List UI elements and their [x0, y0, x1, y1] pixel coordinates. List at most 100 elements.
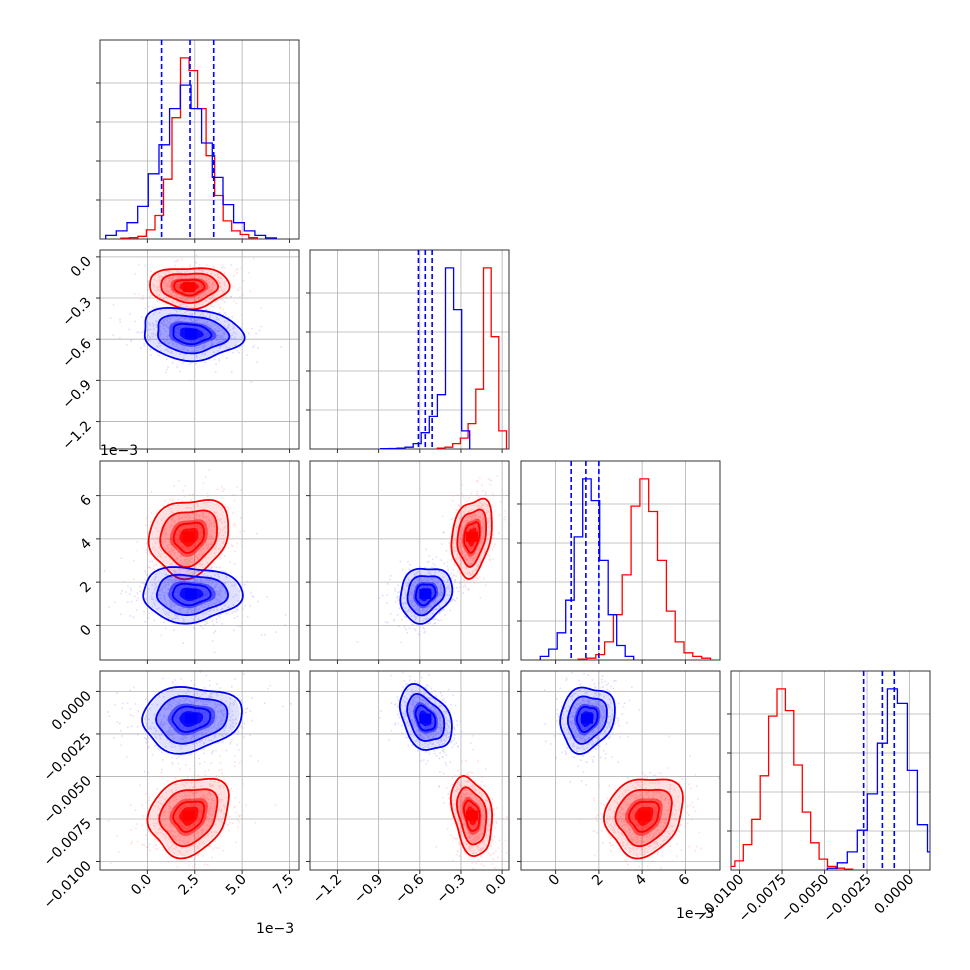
scatter-points [134, 254, 262, 327]
histogram-series-1 [105, 84, 277, 239]
contour-line [155, 695, 229, 745]
x-tick-label-param-2: 4 [632, 871, 650, 889]
contour-line [627, 800, 660, 833]
scatter-series-0-panel-2-1 [435, 475, 507, 610]
panel-frame [99, 39, 300, 240]
contour-line [414, 583, 437, 607]
contour-line [171, 582, 212, 607]
density-series-1-panel-2-0 [142, 566, 244, 625]
panel-frame [520, 670, 721, 871]
scatter-series-0-panel-3-1 [435, 722, 508, 870]
contour-line [456, 508, 488, 568]
panel-0-0 [96, 39, 300, 243]
panel-frame [520, 460, 721, 661]
y-tick-label-param-2: 0 [77, 622, 95, 640]
density-peak [465, 810, 478, 821]
contour-line [158, 788, 219, 848]
histogram-series-1 [380, 267, 471, 449]
panel-3-2 [517, 670, 721, 874]
contour-line [155, 573, 229, 617]
scatter-points [544, 672, 641, 783]
y-tick-label-param-2: 4 [77, 535, 95, 553]
x-tick-label-param-1: −0.3 [433, 872, 468, 907]
density-peak [183, 810, 196, 821]
contour-line [614, 788, 673, 848]
density-series-1-panel-1-0 [143, 306, 246, 363]
contour-line [398, 682, 453, 751]
density-peak [184, 328, 197, 339]
x-tick-label-param-1: −1.2 [310, 872, 345, 907]
contour-line [172, 800, 206, 833]
density-peak [419, 713, 432, 724]
x-tick-label-param-1: −0.6 [392, 871, 427, 906]
density-series-1-panel-2-1 [399, 567, 454, 625]
panel-3-3 [727, 670, 931, 874]
scatter-series-1-panel-1-0 [109, 264, 283, 383]
contour-line [559, 686, 616, 755]
x-tick-label-param-0: 0.0 [128, 872, 155, 899]
histogram-panel-2 [539, 461, 712, 660]
contour-line [147, 498, 230, 581]
contour-line [399, 567, 454, 625]
contour-line [455, 786, 488, 846]
x-tick-label-param-2: 0 [546, 872, 564, 890]
x-tick-label-param-3: 0.0000 [871, 872, 917, 918]
panel-frame [99, 460, 300, 661]
contour-line [160, 272, 220, 304]
y-offset-label-param-1: 1e−3 [100, 443, 138, 459]
contour-line [602, 778, 684, 860]
contour-line [462, 799, 481, 832]
y-tick-label-param-2: 6 [77, 492, 95, 510]
x-tick-label-param-2: 6 [676, 871, 694, 889]
y-tick-label-param-3: 0.0000 [49, 688, 95, 734]
contour-line [159, 509, 218, 569]
histogram-panel-3 [731, 671, 930, 870]
x-offset-label-param-0: 1e−3 [256, 921, 294, 937]
histogram-series-0 [731, 688, 854, 870]
contour-line [171, 705, 212, 733]
histogram-series-1 [539, 478, 635, 660]
density-peak [183, 282, 196, 293]
y-tick-label-param-2: 2 [77, 579, 95, 597]
density-series-1-panel-3-1 [398, 682, 453, 751]
y-tick-label-param-1: −0.3 [59, 295, 94, 330]
contour-line [450, 497, 493, 580]
panel-2-2 [517, 460, 721, 664]
contour-line [406, 692, 446, 743]
y-tick-label-param-1: −0.6 [59, 336, 94, 371]
contour-line [449, 774, 494, 858]
contour-line [406, 575, 446, 617]
x-tick-label-param-0: 7.5 [270, 872, 297, 899]
plot-layer: 0.0 2.5 5.0 7.5 −1.2 −0.9 −0.6 −0.3 0.0 0 2 4 6 −0.01… [41, 39, 931, 926]
panel-1-0 [96, 249, 300, 453]
contour-line [142, 566, 244, 625]
x-offset-label-param-2: 1e−3 [676, 906, 714, 922]
scatter-series-1-panel-2-1 [356, 531, 470, 644]
contour-line [463, 521, 481, 554]
density-series-1-panel-3-2 [559, 686, 616, 755]
contour-line [143, 306, 246, 363]
density-series-0-panel-2-1 [450, 497, 493, 580]
contour-line [173, 278, 206, 297]
contour-line [172, 521, 205, 554]
contour-line [141, 685, 243, 755]
density-peak [419, 589, 432, 600]
density-peak [184, 589, 197, 600]
x-tick-label-param-1: 0.0 [483, 872, 510, 899]
y-tick-label-param-1: 0.0 [68, 253, 95, 280]
scatter-series-1-panel-3-2 [544, 672, 641, 783]
contour-line [414, 704, 437, 732]
panel-1-1 [306, 249, 510, 453]
scatter-points [435, 475, 507, 610]
density-series-0-panel-3-0 [146, 777, 230, 860]
scatter-points [356, 531, 470, 644]
density-series-0-panel-3-2 [602, 778, 684, 860]
panel-frame [99, 670, 300, 871]
y-tick-label-param-1: −0.9 [59, 377, 94, 412]
panel-3-1 [306, 670, 510, 874]
histogram-series-0 [577, 478, 712, 660]
density-peak [580, 713, 593, 724]
density-series-0-panel-2-0 [147, 498, 230, 581]
histogram-series-0 [436, 267, 508, 449]
scatter-series-0-panel-1-0 [134, 254, 262, 327]
